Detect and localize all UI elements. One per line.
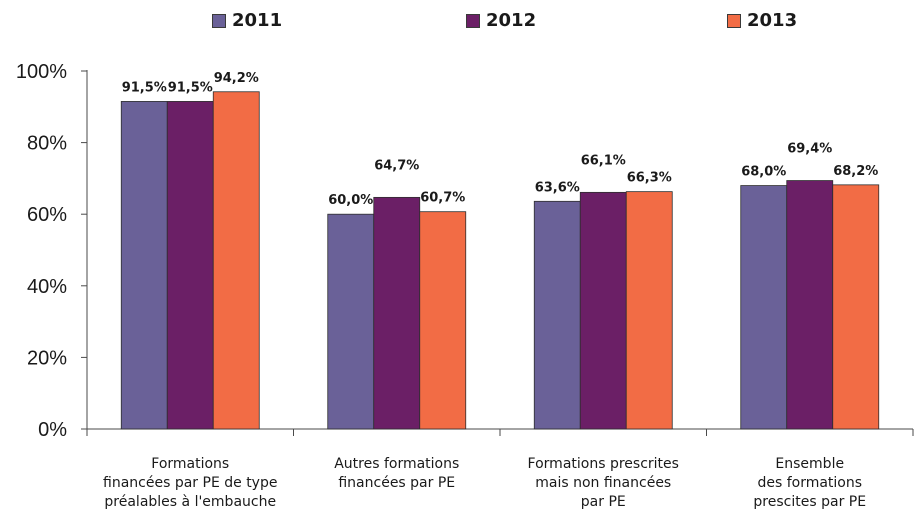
y-tick-label: 20% [27, 347, 67, 369]
legend-swatch-2012 [466, 13, 480, 28]
x-category-label: mais non financées [535, 475, 671, 491]
bar-2013-4 [832, 184, 880, 430]
y-tick-label: 60% [27, 204, 67, 226]
x-category-label: Formations [151, 456, 229, 472]
data-label: 60,0% [328, 193, 373, 208]
bar-2011-4 [740, 185, 788, 430]
bar-2012-3 [579, 191, 627, 430]
bar-2011-3 [533, 200, 581, 430]
x-category-label: Autres formations [334, 456, 459, 472]
y-tick-label: 0% [38, 419, 67, 441]
bar-2012-1 [166, 101, 214, 430]
data-label: 91,5% [168, 80, 213, 95]
x-category-label: prescites par PE [753, 494, 866, 510]
data-label: 91,5% [122, 80, 167, 95]
x-category-label: des formations [757, 475, 862, 491]
data-label: 69,4% [787, 142, 832, 157]
bar-2012-2 [373, 196, 421, 430]
bar-2011-2 [327, 213, 375, 430]
legend-label-2012: 2012 [486, 10, 537, 31]
legend-item-2013: 2013 [727, 10, 797, 31]
legend-swatch-2013 [727, 13, 741, 28]
x-category-label: par PE [581, 494, 626, 510]
legend-label-2011: 2011 [232, 10, 283, 31]
bar-2012-4 [786, 180, 834, 430]
x-category-label: financées par PE [338, 475, 455, 491]
bar-2011-1 [120, 101, 168, 430]
x-category-label: Ensemble [775, 456, 844, 472]
data-label: 66,3% [627, 171, 672, 186]
y-tick-label: 100% [16, 61, 67, 83]
data-label: 60,7% [420, 191, 465, 206]
legend-label-2013: 2013 [747, 10, 798, 31]
bar-2013-3 [625, 191, 673, 430]
data-label: 64,7% [374, 158, 419, 173]
data-label: 63,6% [535, 180, 580, 195]
x-category-label: financées par PE de type [103, 475, 277, 491]
legend-item-2011: 2011 [212, 10, 282, 31]
y-tick-label: 80% [27, 133, 67, 155]
bar-2013-2 [419, 211, 467, 430]
legend-item-2012: 2012 [466, 10, 536, 31]
x-category-label: préalables à l'embauche [104, 494, 276, 510]
x-category-label: Formations prescrites [528, 456, 679, 472]
data-label: 68,0% [741, 165, 786, 180]
chart-legend: 2011 2012 2013 [0, 10, 923, 34]
data-label: 68,2% [833, 164, 878, 179]
y-tick-label: 40% [27, 276, 67, 298]
data-label: 94,2% [214, 71, 259, 86]
data-label: 66,1% [581, 153, 626, 168]
legend-swatch-2011 [212, 13, 226, 28]
bar-2013-1 [212, 91, 260, 430]
